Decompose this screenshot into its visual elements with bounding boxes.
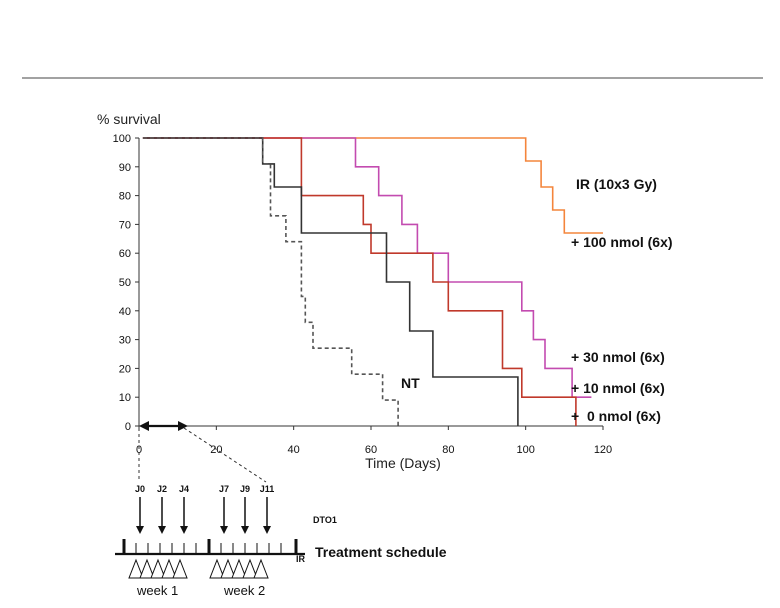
y-tick-label: 80 (119, 191, 131, 203)
ir-triangle (242, 558, 258, 579)
x-axis-label: Time (Days) (365, 455, 441, 471)
series-line-4 (142, 137, 399, 426)
y-tick-label: 20 (119, 363, 131, 375)
dose-arrow-head (263, 526, 271, 534)
zoom-guide-right (183, 427, 267, 483)
ir-triangles (128, 558, 269, 579)
week-label-1: week 1 (136, 583, 178, 598)
day-label-j11: J11 (260, 484, 275, 494)
ir-triangle (253, 558, 269, 579)
day-label-j9: J9 (240, 484, 250, 494)
dose-arrow-head (136, 526, 144, 534)
x-tick-label: 0 (136, 444, 142, 456)
ir-triangle (161, 558, 177, 579)
label-100nmol: + 100 nmol (6x) (571, 234, 673, 250)
y-tick-label: 100 (113, 133, 131, 145)
day-ticks (135, 543, 282, 554)
dose-arrow-head (241, 526, 249, 534)
treatment-schedule: J0 J2 J4 J7 J9 J11 DTO1 IR Treatment sch… (115, 484, 447, 598)
range-arrow-right-head (178, 421, 188, 431)
series-line-0 (142, 137, 603, 234)
y-tick-label: 70 (119, 219, 131, 231)
y-tick-label: 50 (119, 277, 131, 289)
x-tick-label: 40 (288, 444, 300, 456)
y-tick-label: 60 (119, 248, 131, 260)
y-tick-label: 90 (119, 162, 131, 174)
x-tick-label: 100 (516, 444, 534, 456)
y-axis-label: % survival (97, 111, 161, 127)
label-ir: IR (10x3 Gy) (576, 176, 657, 192)
ir-triangle (150, 558, 166, 579)
ir-triangle (220, 558, 236, 579)
schedule-title: Treatment schedule (315, 544, 447, 560)
y-tick-label: 0 (125, 421, 131, 433)
dose-arrow-head (220, 526, 228, 534)
y-tick-label: 40 (119, 306, 131, 318)
x-ticks: 0 20 40 60 80 100 120 (136, 426, 612, 456)
x-tick-label: 120 (594, 444, 612, 456)
ir-label: IR (296, 554, 306, 564)
ir-triangle (172, 558, 188, 579)
dose-arrow-head (180, 526, 188, 534)
ir-triangle (128, 558, 144, 579)
range-arrow-left-head (139, 421, 149, 431)
ir-triangle (231, 558, 247, 579)
dose-arrow-head (158, 526, 166, 534)
y-ticks: 0 10 20 30 40 50 60 70 80 90 100 (113, 133, 139, 433)
day-label-j2: J2 (157, 484, 167, 494)
x-tick-label: 20 (210, 444, 222, 456)
drug-label: DTO1 (313, 515, 337, 525)
label-0nmol: + 0 nmol (6x) (571, 408, 661, 424)
series-line-1 (142, 137, 592, 399)
day-range-indicator (138, 421, 267, 483)
dose-arrows (136, 497, 271, 534)
series-line-3 (142, 137, 519, 426)
day-label-j7: J7 (219, 484, 229, 494)
label-30nmol: + 30 nmol (6x) (571, 349, 665, 365)
ir-triangle (209, 558, 225, 579)
y-tick-label: 30 (119, 335, 131, 347)
series-labels: IR (10x3 Gy) + 100 nmol (6x) + 30 nmol (… (401, 176, 673, 424)
x-tick-label: 80 (442, 444, 454, 456)
axes (138, 138, 603, 427)
day-label-j0: J0 (135, 484, 145, 494)
y-tick-label: 10 (119, 392, 131, 404)
day-label-j4: J4 (179, 484, 189, 494)
survival-curves (142, 137, 603, 426)
x-tick-label: 60 (365, 444, 377, 456)
week-label-2: week 2 (223, 583, 265, 598)
label-10nmol: + 10 nmol (6x) (571, 380, 665, 396)
series-line-2 (142, 137, 577, 426)
ir-triangle (139, 558, 155, 579)
label-nt: NT (401, 375, 420, 391)
